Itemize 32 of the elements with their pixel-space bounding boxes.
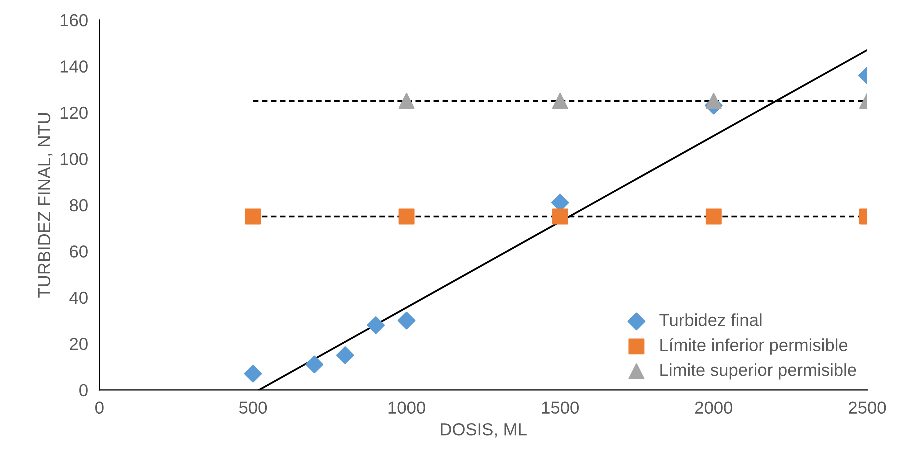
y-axis-title: TURBIDEZ FINAL, NTU (38, 113, 53, 298)
point (552, 93, 568, 110)
legend-label: Turbidez final (660, 314, 762, 326)
x-axis-title: DOSIS, ML (441, 423, 527, 438)
point (398, 93, 415, 110)
point (244, 365, 262, 383)
x-tick-label: 2000 (695, 402, 733, 414)
y-tick-label: 60 (70, 246, 88, 258)
y-tick-label: 40 (70, 292, 88, 304)
y-tick-label: 120 (60, 106, 88, 120)
x-tick-label: 1500 (542, 402, 579, 414)
y-tick-label: 140 (60, 60, 88, 73)
point (398, 312, 416, 330)
point (306, 356, 324, 374)
x-tick-label: 1000 (388, 402, 426, 414)
x-tick-label: 500 (239, 402, 268, 414)
point (552, 208, 568, 225)
y-tick-label: 20 (70, 338, 88, 350)
y-tick-label: 160 (60, 14, 88, 27)
y-tick-label: 80 (70, 199, 88, 212)
point (398, 208, 415, 225)
y-tick-label: 0 (80, 384, 88, 397)
point (706, 208, 722, 225)
legend-label: Limite superior permisible (660, 364, 856, 380)
y-tick-label: 100 (60, 153, 88, 166)
point (245, 208, 262, 225)
point (367, 316, 385, 334)
point (336, 346, 354, 364)
point (706, 93, 722, 110)
x-tick-label: 0 (96, 402, 104, 414)
legend-label: Límite inferior permisible (660, 338, 848, 355)
x-tick-label: 2500 (849, 402, 886, 414)
